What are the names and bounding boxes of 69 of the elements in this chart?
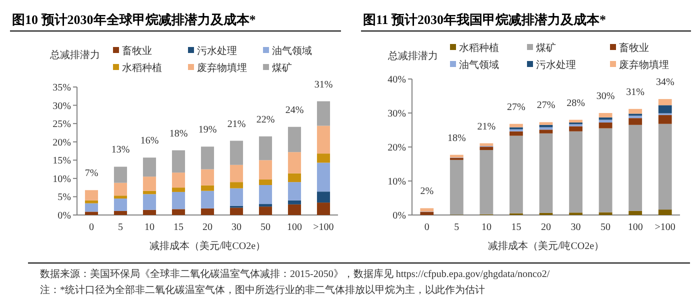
y-tick-label: 0% <box>58 210 71 222</box>
y-tick-label: 30% <box>388 108 406 120</box>
y-tick-label: 30% <box>52 100 71 112</box>
y-tick-label: 10% <box>52 174 71 185</box>
legend-label: 水稻种植 <box>459 42 499 54</box>
total-label: 34% <box>656 77 674 88</box>
x-tick-label: 5 <box>454 222 460 233</box>
x-tick-label: 15 <box>511 222 522 233</box>
total-label: 22% <box>256 114 275 126</box>
y-tick-label: 15% <box>52 156 71 167</box>
legend-label: 畜牧业 <box>122 45 152 57</box>
total-label: 30% <box>596 91 615 102</box>
total-label: 21% <box>477 121 496 132</box>
total-label: 19% <box>198 124 217 136</box>
total-label: 13% <box>111 144 130 156</box>
x-tick-label: >100 <box>654 222 676 233</box>
x-tick-label: >100 <box>313 222 334 233</box>
total-label: 31% <box>626 86 645 98</box>
legend-label: 畜牧业 <box>619 42 649 54</box>
x-tick-label: 30 <box>570 222 581 233</box>
chart-title: 图10 预计2030年全球甲烷减排潜力及成本* <box>12 12 256 27</box>
x-tick-label: 30 <box>232 222 242 233</box>
total-label: 18% <box>169 128 188 140</box>
legend-label: 油气领域 <box>459 59 499 71</box>
legend-label: 煤矿 <box>536 42 556 54</box>
x-axis-title: 减排成本（美元/吨CO2e） <box>488 240 604 252</box>
total-label: 16% <box>140 136 159 147</box>
x-tick-label: 50 <box>260 222 270 233</box>
x-tick-label: 100 <box>628 222 643 233</box>
total-label: 27% <box>507 102 526 113</box>
y-tick-label: 20% <box>388 142 406 154</box>
y-axis-title: 总减排潜力 <box>49 49 100 61</box>
x-axis-title: 减排成本（美元/吨CO2e） <box>149 240 266 252</box>
y-tick-label: 10% <box>388 176 406 188</box>
x-tick-label: 15 <box>174 222 184 233</box>
x-tick-label: 5 <box>118 222 123 233</box>
x-tick-label: 0 <box>424 222 430 233</box>
x-tick-label: 10 <box>144 222 154 233</box>
y-tick-label: 5% <box>58 192 71 204</box>
y-tick-label: 25% <box>52 119 71 130</box>
legend-label: 废弃物填埋 <box>619 59 669 71</box>
x-tick-label: 10 <box>481 222 492 233</box>
total-label: 21% <box>227 118 246 130</box>
y-tick-label: 40% <box>388 74 406 86</box>
legend-label: 污水处理 <box>536 59 576 71</box>
total-label: 7% <box>84 168 98 180</box>
y-tick-label: 20% <box>52 137 71 148</box>
legend-label: 煤矿 <box>272 62 292 74</box>
y-tick-label: 0% <box>392 210 406 222</box>
x-tick-label: 20 <box>202 222 212 233</box>
legend-label: 废弃物填埋 <box>197 62 247 74</box>
text: 注：*统计口径为全部非二氧化碳温室气体，图中所选行业的非二气体排放以甲烷为主，以此作为估计 <box>40 284 485 296</box>
legend-label: 油气领域 <box>272 45 312 57</box>
x-tick-label: 100 <box>287 222 302 233</box>
x-tick-label: 50 <box>600 222 611 233</box>
x-tick-label: 0 <box>89 222 94 233</box>
legend-label: 水稻种植 <box>122 62 162 74</box>
total-label: 31% <box>314 79 333 90</box>
legend-label: 污水处理 <box>197 45 237 57</box>
y-axis-title: 总减排潜力 <box>387 50 438 62</box>
y-tick-label: 35% <box>52 82 71 94</box>
total-label: 28% <box>566 98 585 109</box>
total-label: 24% <box>285 104 304 116</box>
source-note: 数据来源：美国环保局《全球非二氧化碳温室气体减排：2015-2050》，数据库见 https://cfpub.epa.gov/ghgdata/nonco2/ <box>40 268 550 280</box>
chart-title: 图11 预计2030年我国甲烷减排潜力及成本* <box>363 12 606 27</box>
total-label: 18% <box>447 132 466 144</box>
total-label: 27% <box>536 100 556 112</box>
total-label: 2% <box>420 186 434 198</box>
x-tick-label: 20 <box>541 222 551 233</box>
